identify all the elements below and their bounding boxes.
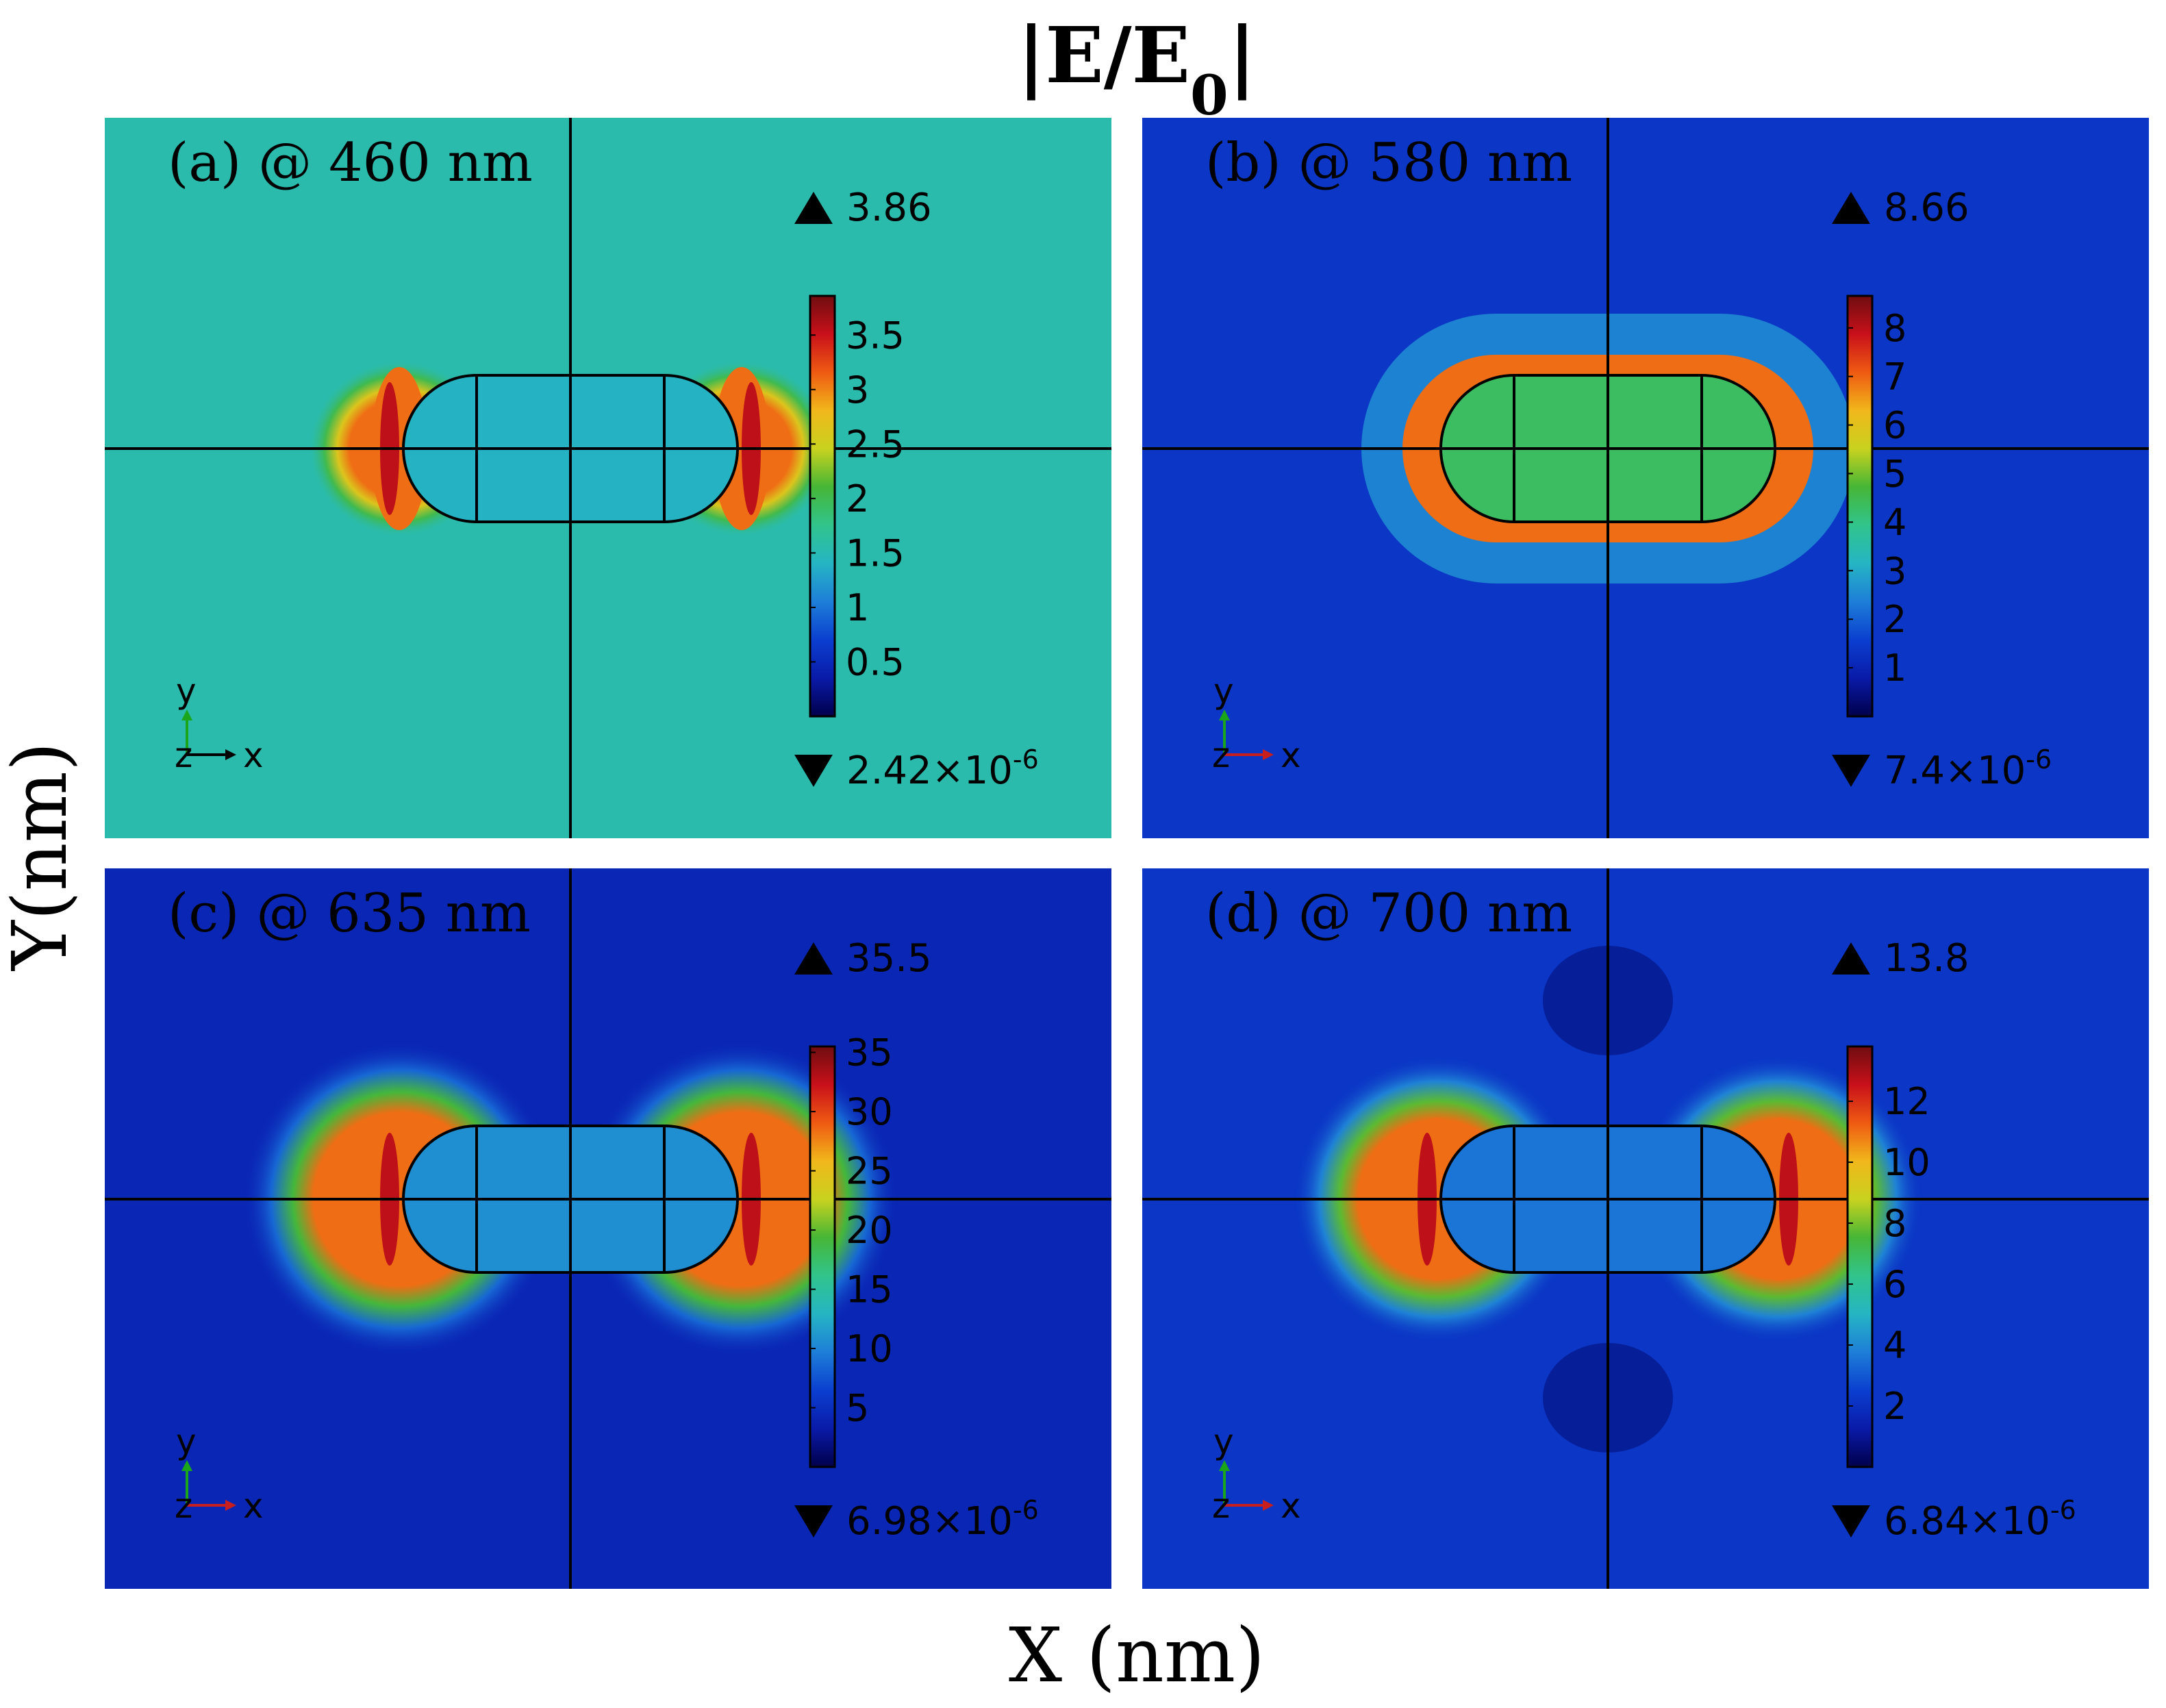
max-value: 35.5 xyxy=(846,936,932,981)
colorbar-tick-label: 2 xyxy=(846,477,869,520)
triad-y-arrowhead xyxy=(181,709,192,720)
min-marker-icon xyxy=(794,755,833,787)
triad-x-label: x xyxy=(243,736,264,775)
colorbar xyxy=(1846,294,1874,718)
colorbar-tick-label: 6 xyxy=(1883,1263,1906,1306)
triad-y-arrowhead xyxy=(1219,709,1230,720)
triad-y-label: y xyxy=(1213,671,1234,711)
colorbar-tick-label: 8 xyxy=(1883,1202,1906,1245)
triad-x-arrowhead xyxy=(1263,1500,1274,1511)
min-value: 6.84×10-6 xyxy=(1884,1495,2076,1544)
min-marker-icon xyxy=(794,1505,833,1537)
max-marker-icon xyxy=(794,942,833,975)
axis-triad: yz x xyxy=(175,671,264,775)
colorbar-tick-label: 4 xyxy=(1883,1324,1906,1367)
colorbar-tick-label: 30 xyxy=(846,1090,893,1133)
triad-y-arrowhead xyxy=(181,1460,192,1471)
triad-x-label: x xyxy=(243,1486,264,1526)
max-marker-icon xyxy=(1832,192,1870,224)
y-axis-label: Y(nm) xyxy=(0,742,84,972)
colorbar-tick-label: 7 xyxy=(1883,355,1906,399)
triad-y-arrowhead xyxy=(1219,1460,1230,1471)
min-marker-icon xyxy=(1832,1505,1870,1537)
min-value: 6.98×10-6 xyxy=(846,1495,1039,1544)
colorbar-tick-label: 8 xyxy=(1883,307,1906,350)
colorbar-tick-label: 3.5 xyxy=(846,314,905,357)
colorbar-tick-label: 25 xyxy=(846,1150,893,1193)
triad-y-label: y xyxy=(1213,1422,1234,1461)
colorbar-tick-label: 1 xyxy=(846,586,869,629)
max-value: 3.86 xyxy=(846,186,932,230)
panel-label: (d) @ 700 nm xyxy=(1205,883,1572,944)
colorbar-tick-label: 35 xyxy=(846,1031,893,1075)
heatmap-panel: (c) @ 635 nm 35.5 5 10 15 20 25 30 35 6.98×10-6 yz… xyxy=(105,868,1111,1589)
heatmap-panel: (d) @ 700 nm 13.8 2 4 6 8 10 12 6.84×10-6 yz x xyxy=(1142,868,2149,1589)
colorbar xyxy=(1846,1045,1874,1468)
max-marker-icon xyxy=(1832,942,1870,975)
triad-x-arrowhead xyxy=(1263,749,1274,760)
colorbar xyxy=(809,1045,836,1468)
triad-z-label: z xyxy=(1212,1486,1230,1526)
axis-triad: yz x xyxy=(1212,1422,1301,1526)
colorbar-tick-label: 2 xyxy=(1883,1385,1906,1428)
triad-x-arrowhead xyxy=(225,749,236,760)
heatmap-panel: (a) @ 460 nm 3.86 0.5 1 1.5 2 2.5 3 3.5 2.42×10-6… xyxy=(105,118,1111,838)
min-value: 2.42×10-6 xyxy=(846,744,1039,793)
colorbar-tick-label: 6 xyxy=(1883,404,1906,447)
figure-title: |E/E0| xyxy=(1018,11,1257,127)
colorbar-tick-label: 2.5 xyxy=(846,423,905,466)
panel-label: (b) @ 580 nm xyxy=(1205,132,1572,194)
triad-y-label: y xyxy=(176,1422,197,1461)
colorbar-tick-label: 2 xyxy=(1883,598,1906,641)
colorbar-tick-label: 10 xyxy=(1883,1141,1930,1184)
max-value: 8.66 xyxy=(1884,186,1969,230)
colorbar-tick-label: 5 xyxy=(1883,452,1906,495)
colorbar-tick-label: 5 xyxy=(846,1387,869,1430)
colorbar-tick-label: 3 xyxy=(846,368,869,412)
colorbar-tick-label: 3 xyxy=(1883,549,1906,592)
colorbar xyxy=(809,294,836,718)
x-axis-label: X (nm) xyxy=(1009,1611,1265,1699)
min-value: 7.4×10-6 xyxy=(1884,744,2052,793)
triad-z-label: z xyxy=(175,1486,192,1526)
colorbar-tick-label: 10 xyxy=(846,1327,893,1370)
triad-y-label: y xyxy=(176,671,197,711)
colorbar-tick-label: 1.5 xyxy=(846,531,905,575)
heatmap-panel: (b) @ 580 nm 8.66 1 2 3 4 5 6 7 8 7.4×10-6 yz x xyxy=(1142,118,2149,838)
axis-triad: yz x xyxy=(175,1422,264,1526)
triad-x-label: x xyxy=(1281,1486,1301,1526)
colorbar-tick-label: 20 xyxy=(846,1209,893,1252)
min-marker-icon xyxy=(1832,755,1870,787)
triad-z-label: z xyxy=(1212,736,1230,775)
colorbar-tick-label: 0.5 xyxy=(846,640,905,683)
axis-triad: yz x xyxy=(1212,671,1301,775)
max-marker-icon xyxy=(794,192,833,224)
colorbar-tick-label: 15 xyxy=(846,1268,893,1311)
triad-x-arrowhead xyxy=(225,1500,236,1511)
triad-z-label: z xyxy=(175,736,192,775)
panel-label: (a) @ 460 nm xyxy=(168,132,533,194)
max-value: 13.8 xyxy=(1884,936,1969,981)
colorbar-tick-label: 4 xyxy=(1883,501,1906,544)
colorbar-tick-label: 1 xyxy=(1883,646,1906,690)
colorbar-tick-label: 12 xyxy=(1883,1080,1930,1123)
panel-label: (c) @ 635 nm xyxy=(168,883,531,944)
triad-x-label: x xyxy=(1281,736,1301,775)
